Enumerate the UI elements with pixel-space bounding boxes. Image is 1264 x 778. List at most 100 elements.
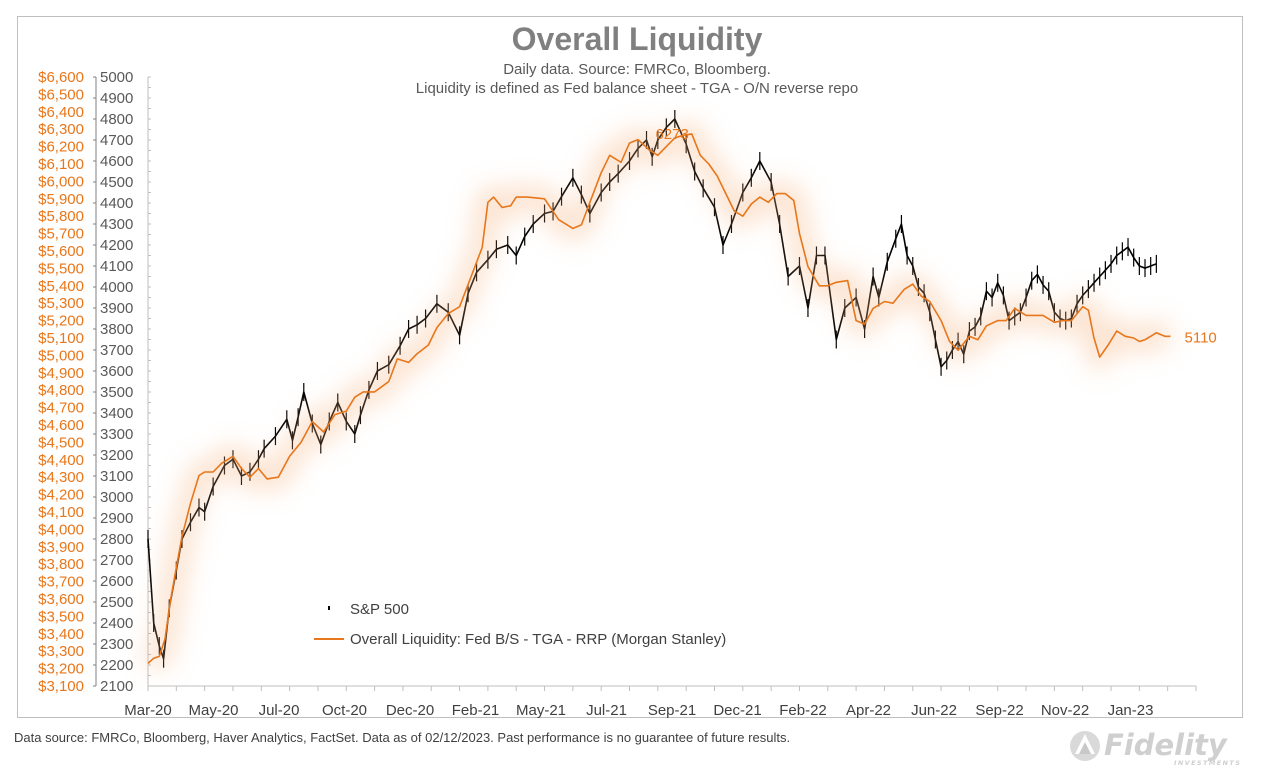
left-axis-tick-label: $4,800 xyxy=(38,382,84,399)
sp500-axis-tick-label: 4700 xyxy=(100,132,133,149)
sp500-axis-tick-label: 3100 xyxy=(100,468,133,485)
sp500-axis-tick-label: 3400 xyxy=(100,405,133,422)
left-axis-tick-label: $5,600 xyxy=(38,243,84,260)
sp500-axis-tick-label: 4500 xyxy=(100,174,133,191)
fidelity-pyramid-icon xyxy=(1070,731,1100,761)
sp500-axis-tick-label: 2200 xyxy=(100,657,133,674)
x-axis-tick-label: Sep-21 xyxy=(648,702,696,719)
sp500-axis-tick-label: 4600 xyxy=(100,153,133,170)
chart-frame xyxy=(17,16,1243,718)
footnote: Data source: FMRCo, Bloomberg, Haver Ana… xyxy=(14,730,791,745)
left-axis-tick-label: $4,700 xyxy=(38,400,84,417)
sp500-axis-tick-label: 3800 xyxy=(100,321,133,338)
sp500-axis-tick-label: 2400 xyxy=(100,615,133,632)
left-axis-tick-label: $6,200 xyxy=(38,139,84,156)
sp500-axis-tick-label: 2800 xyxy=(100,531,133,548)
left-axis-tick-label: $6,600 xyxy=(38,69,84,86)
left-axis-tick-label: $3,900 xyxy=(38,539,84,556)
sp500-axis-tick-label: 4300 xyxy=(100,216,133,233)
fidelity-logo: Fidelity INVESTMENTS xyxy=(1070,728,1241,767)
left-axis-tick-label: $6,400 xyxy=(38,104,84,121)
x-axis-tick-label: Feb-21 xyxy=(452,702,500,719)
x-axis-tick-label: Nov-22 xyxy=(1041,702,1089,719)
x-axis-tick-label: May-20 xyxy=(188,702,238,719)
chart-subtitle-line: Liquidity is defined as Fed balance shee… xyxy=(416,80,858,97)
x-axis-tick-label: Jul-20 xyxy=(259,702,300,719)
sp500-axis-tick-label: 4100 xyxy=(100,258,133,275)
left-axis-tick-label: $5,800 xyxy=(38,208,84,225)
sp500-axis-tick-label: 4800 xyxy=(100,111,133,128)
left-axis-tick-label: $6,500 xyxy=(38,86,84,103)
left-axis-tick-label: $3,700 xyxy=(38,574,84,591)
sp500-axis-tick-label: 2500 xyxy=(100,594,133,611)
left-axis-tick-label: $3,100 xyxy=(38,678,84,695)
left-axis-tick-label: $5,200 xyxy=(38,313,84,330)
x-axis-tick-label: May-21 xyxy=(516,702,566,719)
sp500-axis-tick-label: 5000 xyxy=(100,69,133,86)
sp500-axis-tick-label: 2600 xyxy=(100,573,133,590)
x-axis-tick-label: Feb-22 xyxy=(779,702,827,719)
logo-subtext: INVESTMENTS xyxy=(1174,759,1241,767)
left-axis-tick-label: $6,100 xyxy=(38,156,84,173)
legend-liquidity-label: Overall Liquidity: Fed B/S - TGA - RRP (… xyxy=(350,631,726,648)
x-axis-tick-label: Sep-22 xyxy=(975,702,1023,719)
sp500-axis-tick-label: 3200 xyxy=(100,447,133,464)
chart-title: Overall Liquidity xyxy=(512,21,763,57)
left-axis-tick-label: $3,300 xyxy=(38,643,84,660)
logo-wordmark: Fidelity xyxy=(1104,728,1228,762)
sp500-axis-tick-label: 3900 xyxy=(100,300,133,317)
left-axis-tick-label: $4,900 xyxy=(38,365,84,382)
left-axis-tick-label: $5,400 xyxy=(38,278,84,295)
left-axis-tick-label: $5,100 xyxy=(38,330,84,347)
x-axis-tick-label: Dec-20 xyxy=(386,702,434,719)
x-axis-tick-label: Jul-21 xyxy=(586,702,627,719)
sp500-axis-tick-label: 2700 xyxy=(100,552,133,569)
liquidity-line-glow xyxy=(139,120,1178,674)
left-axis-tick-label: $3,500 xyxy=(38,608,84,625)
left-axis-tick-label: $5,500 xyxy=(38,260,84,277)
peak-annotation: 6273 xyxy=(655,126,688,143)
sp500-axis-tick-label: 2900 xyxy=(100,510,133,527)
sp500-axis-tick-label: 4000 xyxy=(100,279,133,296)
sp500-axis-tick-label: 2300 xyxy=(100,636,133,653)
sp500-axis-tick-label: 4400 xyxy=(100,195,133,212)
left-axis-tick-label: $6,000 xyxy=(38,173,84,190)
left-axis-tick-label: $5,900 xyxy=(38,191,84,208)
x-axis-tick-label: Dec-21 xyxy=(713,702,761,719)
left-axis-tick-label: $4,500 xyxy=(38,434,84,451)
left-axis-tick-label: $5,300 xyxy=(38,295,84,312)
x-axis-tick-label: Mar-20 xyxy=(124,702,172,719)
sp500-axis-tick-label: 4900 xyxy=(100,90,133,107)
left-axis-tick-label: $3,400 xyxy=(38,626,84,643)
left-axis-tick-label: $4,400 xyxy=(38,452,84,469)
sp500-line xyxy=(147,118,1157,660)
left-axis-tick-label: $3,600 xyxy=(38,591,84,608)
left-axis-tick-label: $4,300 xyxy=(38,469,84,486)
x-axis-tick-label: Apr-22 xyxy=(846,702,891,719)
sp500-axis-tick-label: 4200 xyxy=(100,237,133,254)
left-axis-tick-label: $6,300 xyxy=(38,121,84,138)
sp500-axis-tick-label: 3600 xyxy=(100,363,133,380)
legend-sp500-label: S&P 500 xyxy=(350,601,409,618)
x-axis-tick-label: Jan-23 xyxy=(1108,702,1154,719)
left-axis-tick-label: $5,000 xyxy=(38,347,84,364)
chart-subtitle-line: Daily data. Source: FMRCo, Bloomberg. xyxy=(503,61,771,78)
left-axis-tick-label: $5,700 xyxy=(38,226,84,243)
x-axis-tick-label: Jun-22 xyxy=(911,702,957,719)
left-axis-tick-label: $3,800 xyxy=(38,556,84,573)
left-axis-tick-label: $4,100 xyxy=(38,504,84,521)
sp500-axis-tick-label: 2100 xyxy=(100,678,133,695)
latest-annotation: 5110 xyxy=(1185,329,1217,346)
sp500-axis-tick-label: 3500 xyxy=(100,384,133,401)
x-axis-tick-label: Oct-20 xyxy=(322,702,367,719)
left-axis-tick-label: $3,200 xyxy=(38,661,84,678)
left-axis-tick-label: $4,600 xyxy=(38,417,84,434)
sp500-axis-tick-label: 3300 xyxy=(100,426,133,443)
sp500-axis-tick-label: 3000 xyxy=(100,489,133,506)
left-axis-tick-label: $4,200 xyxy=(38,487,84,504)
left-axis-tick-label: $4,000 xyxy=(38,521,84,538)
liquidity-line xyxy=(147,133,1171,664)
sp500-axis-tick-label: 3700 xyxy=(100,342,133,359)
